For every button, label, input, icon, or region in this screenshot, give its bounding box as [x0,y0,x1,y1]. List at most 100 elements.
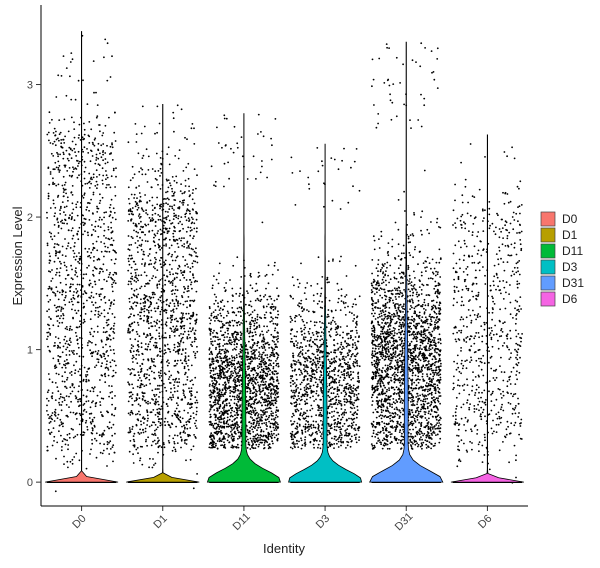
data-point [217,142,220,144]
data-point [108,215,111,218]
data-point [209,423,211,426]
data-point [135,274,137,277]
data-point [58,404,61,406]
data-point [195,218,198,221]
data-point [238,368,241,371]
data-point [260,131,262,133]
data-point [253,366,256,369]
data-point [99,193,101,196]
data-point [253,309,256,312]
data-point [65,283,67,286]
data-point [174,289,177,291]
data-point [189,226,192,229]
data-point [154,325,157,327]
data-point [226,398,229,401]
data-point [138,244,141,247]
data-point [156,131,159,134]
data-point [187,355,190,357]
data-point [114,186,116,188]
data-point [337,301,339,304]
data-point [128,263,131,266]
data-point [158,280,160,283]
data-point [132,293,135,296]
data-point [64,277,67,280]
data-point [66,460,69,463]
data-point [184,300,187,303]
data-point [257,113,260,116]
data-point [50,396,53,398]
data-point [336,442,338,445]
data-point [46,449,49,452]
data-point [90,352,92,355]
data-point [249,412,251,415]
data-point [73,456,76,458]
data-point [257,445,260,448]
data-point [265,419,267,421]
data-point [179,416,182,419]
data-point [227,381,230,384]
data-point [293,414,295,417]
data-point [212,369,215,372]
data-point [302,379,305,382]
data-point [239,287,242,290]
data-point [73,291,75,293]
data-point [189,267,192,270]
data-point [272,378,275,381]
data-point [274,421,277,423]
data-point [261,410,264,412]
data-point [234,371,237,374]
data-point [171,176,174,178]
data-point [230,373,233,375]
data-point [210,312,213,315]
data-point [158,439,160,442]
data-point [270,433,273,435]
data-point [89,349,91,352]
data-point [211,357,214,360]
data-point [234,366,236,368]
data-point [149,300,152,303]
data-point [101,362,103,365]
data-point [262,343,265,346]
data-point [62,191,65,194]
data-point [258,424,260,427]
data-point [165,321,168,324]
data-point [90,448,92,451]
data-point [193,340,196,343]
data-point [107,312,109,315]
data-point [64,371,66,374]
data-point [83,160,86,163]
data-point [85,395,88,398]
data-point [130,344,133,346]
data-point [236,377,239,380]
data-point [108,238,111,241]
data-point [336,425,338,428]
data-point [191,229,193,231]
data-point [250,361,252,363]
data-point [228,434,231,437]
data-point [223,343,226,345]
data-point [277,294,280,297]
data-point [176,255,179,258]
data-point [55,306,58,309]
data-point [245,344,248,346]
data-point [105,178,107,181]
data-point [192,260,195,262]
data-point [255,412,257,415]
data-point [195,321,198,324]
data-point [99,401,101,403]
data-point [295,410,297,413]
data-point [88,180,91,183]
data-point [65,340,68,343]
data-point [57,305,59,308]
data-point [165,324,168,327]
data-point [240,345,243,348]
data-point [97,313,100,316]
data-point [52,427,55,429]
data-point [335,355,338,358]
data-point [61,366,64,369]
data-point [255,424,258,426]
data-point [81,285,84,287]
data-point [222,372,225,375]
data-point [254,299,257,302]
data-point [210,340,213,343]
